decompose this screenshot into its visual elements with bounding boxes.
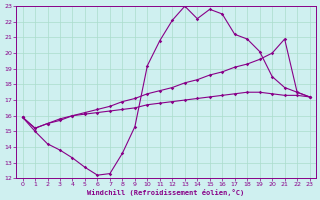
X-axis label: Windchill (Refroidissement éolien,°C): Windchill (Refroidissement éolien,°C) [87,189,245,196]
